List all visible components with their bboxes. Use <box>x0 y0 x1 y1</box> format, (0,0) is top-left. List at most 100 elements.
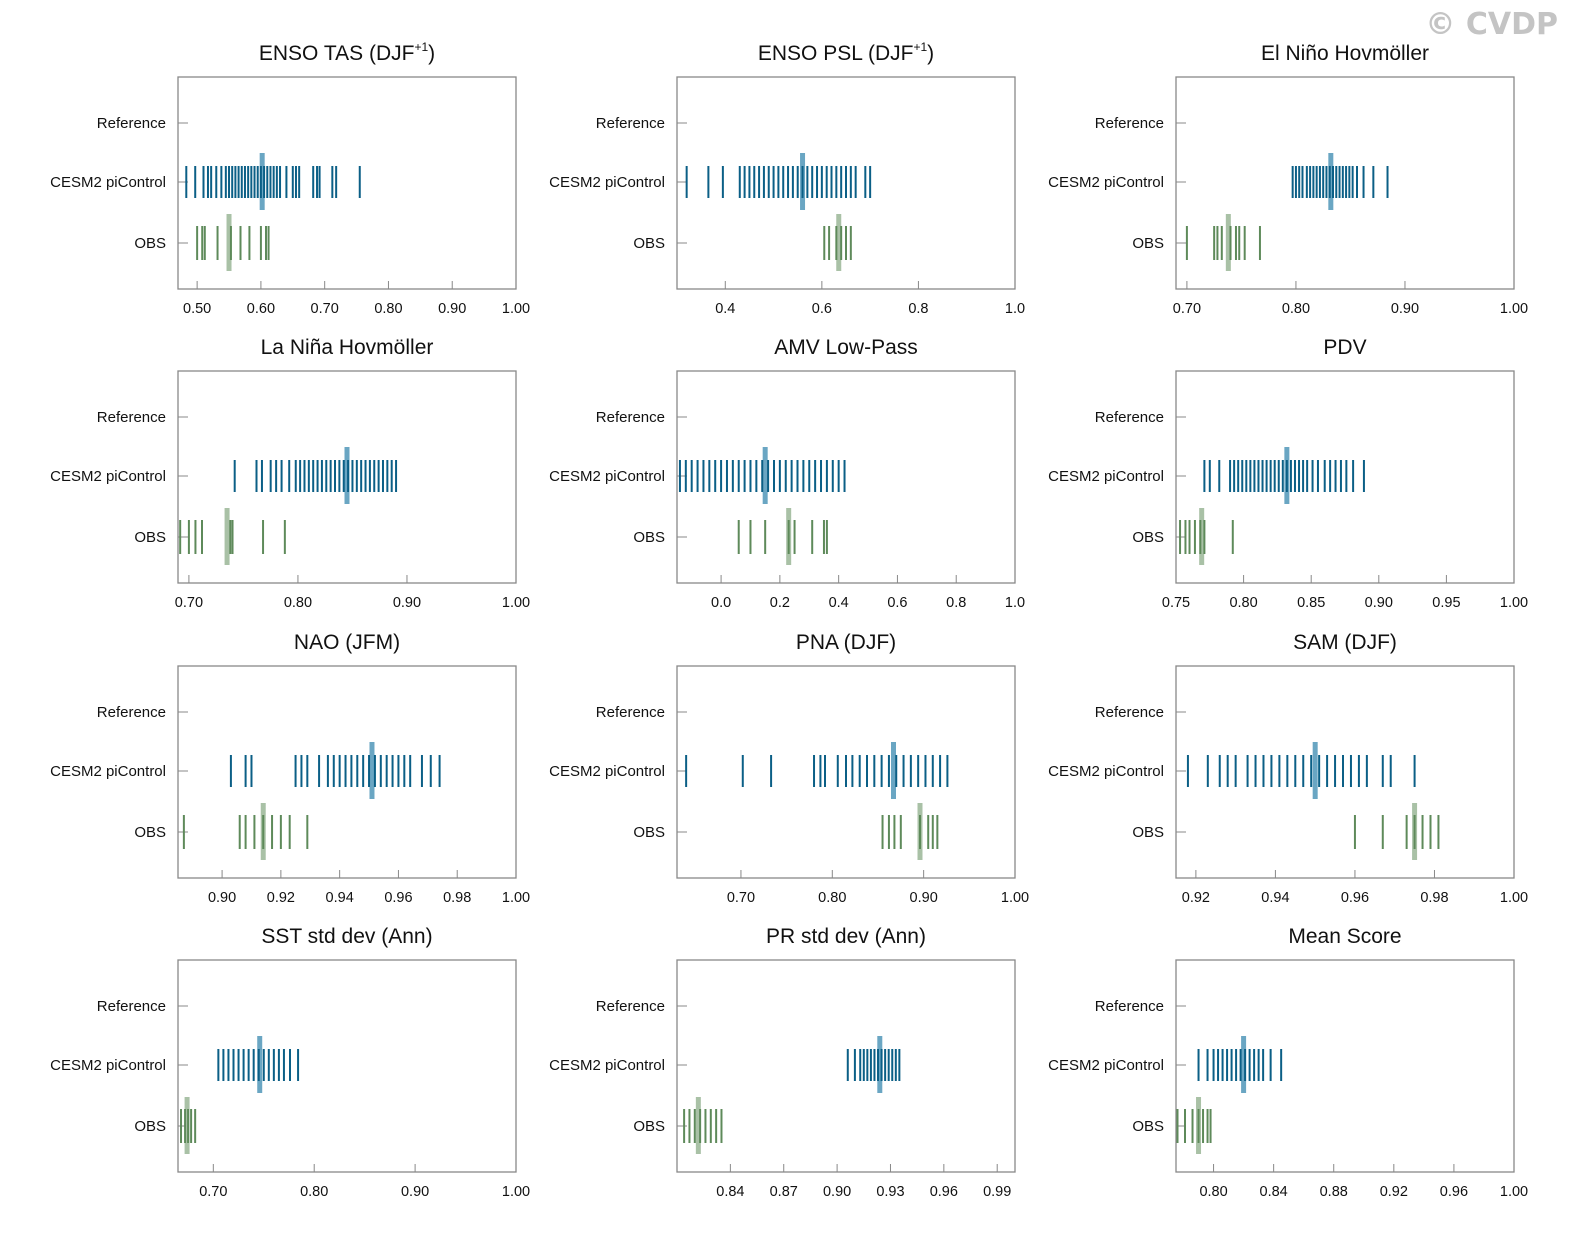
x-tick-label: 1.0 <box>1005 301 1025 317</box>
panel-2: ENSO PSL (DJF+1) Reference CESM2 piControl… <box>549 40 1025 317</box>
row-label: CESM2 piControl <box>50 468 166 485</box>
x-tick-label: 0.8 <box>946 595 966 611</box>
x-tick-label: 0.90 <box>401 1184 429 1200</box>
row-label: OBS <box>633 529 665 546</box>
panel-title: ENSO TAS (DJF+1) <box>259 40 435 65</box>
x-tick-label: 0.87 <box>770 1184 798 1200</box>
x-tick-label: 0.99 <box>983 1184 1011 1200</box>
row-label: Reference <box>1095 409 1164 426</box>
panel-title-end: ) <box>927 42 934 65</box>
x-tick-label: 0.94 <box>326 890 354 906</box>
row-label: CESM2 piControl <box>1048 763 1164 780</box>
x-tick-label: 0.98 <box>1420 890 1448 906</box>
x-tick-label: 0.4 <box>829 595 849 611</box>
panel-title: SST std dev (Ann) <box>261 925 432 948</box>
x-tick-label: 0.93 <box>876 1184 904 1200</box>
panel-title-text: La Niña Hovmöller <box>261 336 434 359</box>
plot-frame <box>1175 959 1515 1173</box>
x-tick-label: 0.70 <box>1173 301 1201 317</box>
panel-title-superscript: +1 <box>414 40 428 54</box>
plot-frame <box>177 665 517 879</box>
row-label: Reference <box>596 115 665 132</box>
x-tick-label: 1.00 <box>502 301 530 317</box>
x-tick-label: 1.00 <box>1500 595 1528 611</box>
row-label: CESM2 piControl <box>549 1057 665 1074</box>
panel-title: SAM (DJF) <box>1293 631 1397 654</box>
x-tick-label: 0.90 <box>438 301 466 317</box>
panel-title-text: PDV <box>1323 336 1366 359</box>
x-tick-label: 0.75 <box>1162 595 1190 611</box>
panel-6: PDV Reference CESM2 piControl OBS 0.75 0.80 0.… <box>1048 336 1528 611</box>
x-tick-label: 0.80 <box>1282 301 1310 317</box>
x-tick-label: 0.70 <box>199 1184 227 1200</box>
x-tick-label: 0.70 <box>727 890 755 906</box>
row-label: CESM2 piControl <box>549 468 665 485</box>
panel-title: PR std dev (Ann) <box>766 925 926 948</box>
panel-title-text: SST std dev (Ann) <box>261 925 432 948</box>
row-label: Reference <box>97 409 166 426</box>
x-tick-label: 1.00 <box>502 890 530 906</box>
x-tick-label: 0.50 <box>183 301 211 317</box>
x-tick-label: 0.90 <box>1391 301 1419 317</box>
x-tick-label: 0.90 <box>208 890 236 906</box>
x-tick-label: 0.95 <box>1432 595 1460 611</box>
x-tick-label: 0.90 <box>1365 595 1393 611</box>
x-tick-label: 0.92 <box>267 890 295 906</box>
panel-3: El Niño Hovmöller Reference CESM2 piContro… <box>1048 42 1528 317</box>
row-label: CESM2 piControl <box>50 174 166 191</box>
panel-title-text: El Niño Hovmöller <box>1261 42 1429 65</box>
row-label: CESM2 piControl <box>549 763 665 780</box>
plot-frame <box>1175 665 1515 879</box>
x-tick-label: 0.8 <box>908 301 928 317</box>
x-tick-label: 0.84 <box>716 1184 744 1200</box>
x-tick-label: 0.70 <box>175 595 203 611</box>
plot-frame <box>1175 370 1515 584</box>
panel-title: Mean Score <box>1288 925 1401 948</box>
panel-title-text: Mean Score <box>1288 925 1401 948</box>
x-tick-label: 1.00 <box>502 1184 530 1200</box>
plot-frame <box>676 959 1016 1173</box>
plot-frame <box>676 76 1016 290</box>
x-tick-label: 0.80 <box>1229 595 1257 611</box>
row-label: Reference <box>1095 704 1164 721</box>
panel-title: ENSO PSL (DJF+1) <box>758 40 934 65</box>
x-tick-label: 0.98 <box>443 890 471 906</box>
x-tick-label: 1.00 <box>1500 301 1528 317</box>
panel-title-superscript: +1 <box>913 40 927 54</box>
plot-frame <box>676 665 1016 879</box>
x-tick-label: 0.84 <box>1260 1184 1288 1200</box>
x-tick-label: 1.00 <box>1500 1184 1528 1200</box>
x-tick-label: 0.90 <box>823 1184 851 1200</box>
plot-frame <box>177 959 517 1173</box>
panel-10: SST std dev (Ann) Reference CESM2 piContro… <box>50 925 530 1200</box>
x-tick-label: 0.88 <box>1320 1184 1348 1200</box>
x-tick-label: 0.70 <box>311 301 339 317</box>
x-tick-label: 0.2 <box>770 595 790 611</box>
row-label: Reference <box>97 704 166 721</box>
row-label: CESM2 piControl <box>50 1057 166 1074</box>
panel-title: La Niña Hovmöller <box>261 336 434 359</box>
plot-frame <box>1175 76 1515 290</box>
x-tick-label: 1.00 <box>1500 890 1528 906</box>
panel-5: AMV Low-Pass Reference CESM2 piControl OBS 0… <box>549 336 1025 611</box>
row-label: Reference <box>596 409 665 426</box>
row-label: OBS <box>134 1118 166 1135</box>
watermark: © CVDP <box>1425 7 1558 42</box>
x-tick-label: 0.80 <box>374 301 402 317</box>
x-tick-label: 0.80 <box>818 890 846 906</box>
panel-title-text: SAM (DJF) <box>1293 631 1397 654</box>
plot-frame <box>676 370 1016 584</box>
row-label: OBS <box>1132 824 1164 841</box>
x-tick-label: 1.00 <box>1001 890 1029 906</box>
x-tick-label: 0.94 <box>1261 890 1289 906</box>
row-label: Reference <box>596 704 665 721</box>
panel-9: SAM (DJF) Reference CESM2 piControl OBS 0.92… <box>1048 631 1528 906</box>
x-tick-label: 1.00 <box>502 595 530 611</box>
row-label: OBS <box>134 824 166 841</box>
plot-frame <box>177 76 517 290</box>
panel-title-text: ENSO PSL (DJF <box>758 42 914 65</box>
x-tick-label: 0.4 <box>715 301 735 317</box>
panel-title: El Niño Hovmöller <box>1261 42 1429 65</box>
x-tick-label: 0.92 <box>1380 1184 1408 1200</box>
